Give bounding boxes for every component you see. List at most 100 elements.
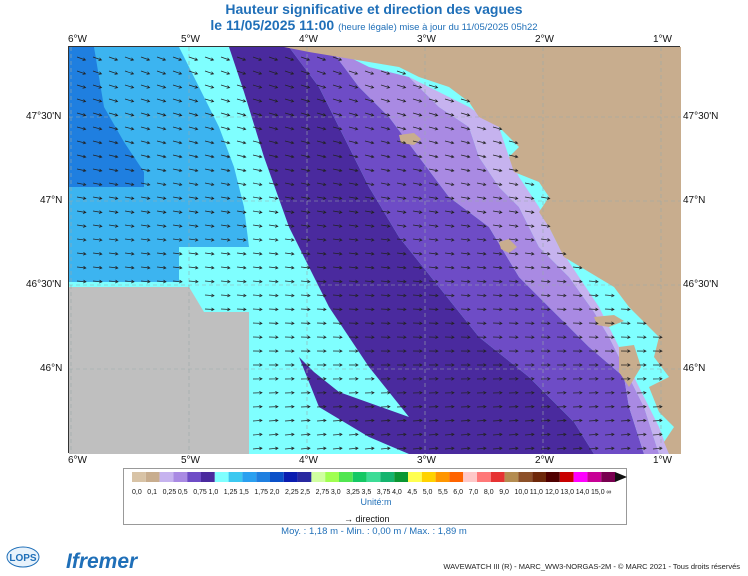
direction-arrow	[284, 377, 295, 381]
direction-arrow	[252, 446, 263, 451]
direction-arrow	[332, 252, 343, 256]
direction-arrow	[396, 140, 407, 145]
direction-arrow	[396, 112, 407, 117]
direction-arrow	[140, 140, 151, 145]
direction-arrow	[588, 446, 599, 451]
direction-arrow	[524, 224, 535, 228]
direction-arrow	[204, 210, 215, 214]
direction-arrow	[348, 112, 359, 117]
direction-arrow	[540, 279, 551, 284]
direction-arrow	[140, 154, 151, 159]
direction-arrow	[492, 307, 503, 312]
direction-arrow	[492, 154, 503, 159]
direction-arrow	[444, 293, 455, 298]
direction-arrow	[588, 418, 599, 423]
direction-arrow	[364, 279, 375, 284]
direction-arrow	[412, 335, 423, 339]
direction-arrow	[380, 307, 391, 312]
direction-arrow	[140, 224, 151, 228]
direction-arrow	[124, 140, 135, 145]
direction-arrow	[412, 168, 423, 173]
direction-arrow	[428, 418, 439, 423]
direction-arrow	[332, 307, 343, 312]
direction-arrow	[380, 196, 391, 200]
direction-arrow	[540, 335, 551, 339]
legend-label: 6,0	[453, 489, 463, 496]
direction-arrow	[572, 377, 583, 381]
direction-arrow	[588, 349, 599, 353]
direction-arrow	[556, 265, 567, 270]
direction-arrow	[348, 238, 359, 242]
direction-arrow	[636, 446, 647, 451]
lat-tick-right: 46°N	[683, 363, 706, 374]
direction-arrow	[204, 279, 215, 284]
legend-unit: Unité:m	[360, 497, 392, 507]
direction-arrow	[476, 404, 487, 409]
legend-swatch	[463, 472, 477, 482]
direction-arrow	[572, 391, 583, 395]
direction-arrow	[76, 265, 87, 270]
date-label: le 11/05/2025 11:00	[210, 17, 335, 33]
direction-arrow	[412, 377, 423, 381]
direction-arrow	[300, 265, 311, 270]
direction-arrow	[332, 265, 343, 270]
direction-arrow	[540, 252, 551, 256]
lon-tick-top: 5°W	[181, 34, 200, 45]
direction-arrow	[572, 265, 583, 270]
direction-arrow	[284, 210, 295, 214]
direction-arrow	[332, 126, 343, 131]
direction-arrow	[589, 363, 599, 367]
direction-arrow	[284, 418, 295, 423]
direction-arrow	[492, 252, 503, 256]
direction-arrow	[284, 126, 295, 131]
direction-arrow	[556, 321, 567, 326]
direction-arrow	[172, 126, 183, 131]
direction-arrow	[396, 377, 407, 381]
direction-arrow	[140, 84, 151, 89]
direction-arrow	[316, 321, 327, 326]
direction-arrow	[380, 252, 391, 256]
legend-label: 5,0	[423, 489, 433, 496]
direction-arrow	[476, 279, 487, 284]
direction-arrow	[268, 307, 279, 312]
direction-arrow	[396, 432, 407, 437]
legend-swatch	[518, 472, 533, 482]
direction-arrow	[460, 154, 471, 159]
stats-line: Moy. : 1,18 m - Min. : 0,00 m / Max. : 1…	[281, 526, 467, 537]
direction-arrow	[284, 98, 295, 103]
direction-arrow	[508, 265, 519, 270]
direction-arrow	[108, 126, 119, 131]
direction-arrow	[476, 182, 487, 187]
direction-arrow	[460, 112, 471, 117]
direction-arrow	[508, 154, 519, 159]
direction-arrow	[460, 182, 471, 187]
direction-arrow	[284, 70, 295, 75]
direction-arrow	[92, 252, 103, 256]
direction-arrow	[332, 418, 343, 423]
direction-arrow	[460, 210, 471, 214]
direction-arrow	[540, 293, 551, 298]
direction-arrow	[332, 84, 343, 89]
direction-arrow	[124, 279, 135, 284]
direction-arrow	[380, 377, 391, 381]
direction-arrow	[604, 391, 615, 395]
direction-arrow	[428, 126, 439, 131]
direction-arrow	[172, 168, 183, 173]
legend-swatch	[601, 472, 615, 482]
direction-arrow	[621, 363, 631, 367]
direction-arrow	[620, 432, 631, 437]
direction-arrow	[124, 56, 135, 61]
direction-arrow	[316, 112, 327, 117]
direction-arrow	[332, 321, 343, 326]
direction-arrow	[460, 224, 471, 228]
direction-arrow	[508, 210, 519, 214]
direction-arrow	[524, 279, 535, 284]
direction-arrow	[380, 84, 391, 89]
direction-arrow	[188, 279, 199, 284]
direction-arrow	[220, 168, 231, 173]
direction-arrow	[300, 293, 311, 298]
legend-label: 0,25	[163, 489, 177, 496]
direction-arrow	[492, 196, 503, 200]
direction-arrow	[525, 363, 535, 367]
legend-label: 3,0	[331, 489, 341, 496]
